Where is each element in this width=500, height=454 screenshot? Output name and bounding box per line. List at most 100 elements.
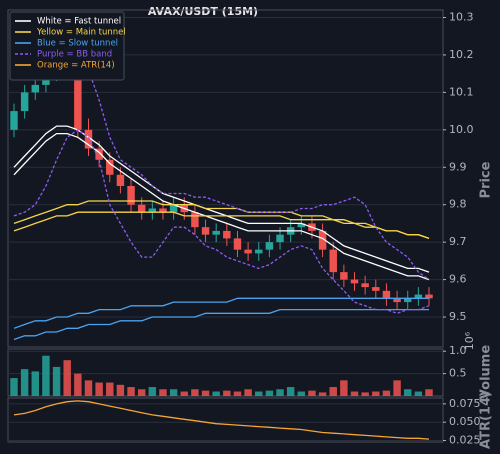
volume-bar [297,391,306,396]
volume-bar [191,389,199,396]
volume-bar [10,378,18,396]
candle-body [329,249,337,273]
volume-bar [393,380,401,396]
volume-bar [286,387,295,396]
candle-body [212,230,220,235]
volume-bar [106,382,114,396]
volume-bar [42,355,50,396]
candle-body [255,249,263,254]
candle-body [169,204,178,213]
y-tick-label: 10.3 [449,10,474,23]
volume-bar [340,380,348,396]
y-tick-label: 0.075 [449,397,481,410]
y-tick-label: 10.0 [449,123,474,136]
chart-title: AVAX/USDT (15M) [148,5,258,18]
candle-body [137,204,146,213]
candle-body [74,69,82,130]
volume-bar [255,391,263,396]
candle-body [265,242,274,250]
candle-body [20,92,29,112]
candle-body [201,227,210,235]
volume-bar [382,390,391,396]
candle-body [372,287,380,291]
volume-bar [425,389,433,396]
y-tick-label: 9.7 [449,235,467,248]
legend-box [9,11,125,81]
legend-label: White = Fast tunnel [37,17,121,27]
candle-body [106,159,114,175]
y-axis-label: ATR(14) [479,391,494,449]
volume-bar [265,390,274,396]
candle-body [191,212,199,228]
volume-bar [52,366,61,396]
volume-bar [201,390,210,396]
candle-body [414,294,423,299]
volume-bar [127,387,135,396]
candle-body [340,272,348,280]
y-tick-label: 0.050 [449,415,481,428]
volume-bar [116,384,125,396]
y-axis-label: Price [479,161,494,198]
candle-body [425,294,433,299]
legend-label: Purple = BB band [37,50,112,60]
candle-body [95,148,103,160]
band-upper [13,200,430,240]
y-tick-label: 9.6 [449,273,467,286]
volume-bar [169,389,178,396]
y-tick-label: 10.1 [449,85,474,98]
volume-bar [159,389,167,396]
candle-body [116,174,125,186]
atr-line [13,400,430,440]
volume-bar [414,391,423,396]
panel-frame [7,9,444,348]
candle-body [84,129,93,149]
volume-bar [31,371,40,396]
volume-bar [361,392,369,396]
candle-body [159,208,167,213]
candle-body [10,111,18,130]
candle-body [403,298,412,303]
candle-body [276,234,284,243]
band-lower [13,308,429,341]
volume-bar [233,391,242,396]
volume-bar [95,382,103,396]
candle-body [350,279,359,284]
legend-label: Orange = ATR(14) [37,61,115,71]
volume-bar [329,387,337,396]
volume-bar [223,390,231,396]
candle-body [393,298,401,303]
band-lower [13,211,430,240]
candle-body [361,283,369,288]
candle-body [382,290,391,299]
volume-bar [244,389,252,396]
volume-bar [212,391,220,396]
volume-bar [308,390,316,396]
legend-label: Blue = Slow tunnel [37,39,118,49]
candle-body [318,230,327,250]
y-tick-label: 9.5 [449,310,467,323]
band-lower [13,129,430,314]
legend-label: Yellow = Main tunnel [36,28,126,38]
volume-bar [318,392,327,396]
candle-body [223,230,231,239]
volume-bar [74,373,82,396]
volume-bar [276,389,284,396]
y-tick-label: 0.5 [449,367,467,380]
candle-body [297,223,306,228]
offset-label: 10⁶ [463,331,476,350]
candle-body [127,185,135,205]
y-tick-label: 0.025 [449,434,481,447]
candle-body [233,238,242,250]
band-lower [13,132,430,281]
y-axis-label: Volume [479,345,494,400]
y-tick-label: 9.9 [449,160,467,173]
y-tick-label: 9.8 [449,198,467,211]
volume-bar [84,380,93,396]
volume-bar [350,391,359,396]
panel-frame [7,397,444,443]
y-tick-label: 10.2 [449,48,474,61]
volume-bar [403,389,412,396]
